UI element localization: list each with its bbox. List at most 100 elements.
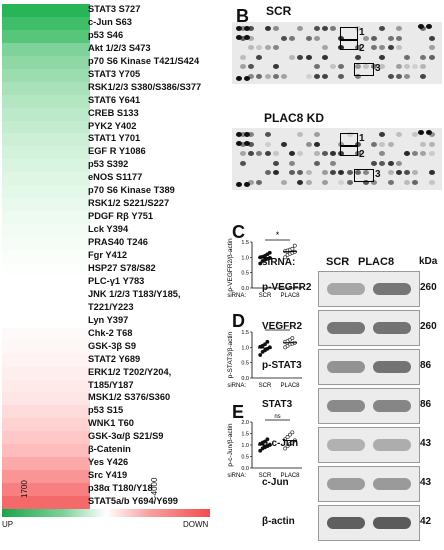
blot-label: p-VEGFR2: [262, 282, 312, 293]
heatmap-cell: [2, 68, 90, 82]
blot-label: β-actin: [262, 516, 295, 527]
array-spot: [322, 54, 328, 60]
array-spot: [395, 35, 402, 41]
array-spot: [379, 45, 386, 50]
array-spot: [272, 26, 279, 31]
array-bottom-label: PLAC8 KD: [264, 111, 325, 125]
panel-label-e: E: [232, 402, 245, 422]
heatmap-row-label: STAT5a/b Y694/Y699: [88, 496, 178, 507]
heatmap-row: STAT1 Y701: [2, 133, 242, 147]
heatmap-cell: [2, 496, 90, 509]
data-point: [290, 440, 295, 445]
heatmap-row-label: p70 S6 Kinase T421/S424: [88, 55, 200, 66]
panel-label-b: B: [236, 6, 249, 26]
highlight-box-label: 2: [359, 149, 365, 160]
heatmap-row: Lyn Y397: [2, 314, 242, 328]
x-axis-label: siRNA:: [227, 383, 246, 389]
array-spot: [322, 26, 328, 31]
array-spot: [297, 151, 304, 156]
array-spot: [264, 141, 271, 147]
data-point: [290, 430, 295, 435]
array-spot: [264, 151, 271, 156]
heatmap-cell: [2, 483, 90, 497]
heatmap-row-label: T221/Y223: [88, 301, 134, 312]
x-axis-label: siRNA:: [227, 293, 246, 299]
heatmap-row-label: PLC-γ1 Y783: [88, 275, 145, 286]
array-spot: [289, 160, 296, 166]
array-spot: [240, 132, 246, 137]
y-tick-label: 2.0: [241, 420, 249, 426]
highlight-box-label: 3: [375, 63, 381, 74]
array-spot: [248, 73, 255, 79]
array-spot: [240, 54, 246, 60]
reference-spot: [244, 26, 250, 31]
array-spot: [363, 179, 369, 185]
highlight-box-label: 1: [359, 27, 365, 38]
array-spot: [305, 179, 312, 185]
category-label: PLAC8: [280, 293, 300, 299]
y-tick-label: 0.5: [241, 271, 249, 277]
array-spot: [379, 54, 386, 60]
reference-spot: [244, 182, 250, 187]
array-spot: [354, 170, 361, 175]
heatmap-cell: [2, 120, 90, 134]
array-spot: [395, 45, 402, 50]
heatmap-row: p70 S6 Kinase T389: [2, 185, 242, 199]
array-spot: [371, 64, 378, 69]
array-spot: [313, 160, 320, 166]
array-spot: [404, 151, 410, 156]
blot-band: [327, 322, 365, 334]
heatmap-row-label: GSK-3α/β S21/S9: [88, 431, 164, 442]
heatmap-row-label: Akt 1/2/3 S473: [88, 42, 151, 53]
array-spot: [428, 45, 435, 50]
array-spot: [264, 26, 271, 31]
panel-label-d: D: [232, 311, 245, 331]
array-spot: [322, 170, 328, 175]
heatmap-cell: [2, 133, 90, 147]
reference-spot: [418, 130, 424, 135]
heatmap-row-label: Yes Y426: [88, 457, 129, 468]
array-spot: [240, 151, 246, 156]
heatmap-cell: [2, 146, 90, 160]
array-spot: [354, 64, 361, 69]
heatmap-row-label: p53 S15: [88, 405, 124, 416]
heatmap-row-label: PYK2 Y402: [88, 120, 137, 131]
heatmap-cell: [2, 172, 90, 186]
array-spot: [379, 160, 386, 166]
array-spot: [297, 26, 304, 31]
highlight-box: [340, 145, 358, 156]
category-label: SCR: [259, 473, 272, 479]
array-spot: [395, 64, 402, 69]
heatmap-row: GSK-3α/β S21/S9: [2, 431, 242, 445]
category-label: SCR: [259, 383, 272, 389]
blot-kda: 86: [420, 360, 432, 371]
heatmap-row: JNK 1/2/3 T183/Y185,: [2, 288, 242, 302]
data-point: [283, 255, 288, 260]
array-spot: [289, 54, 296, 60]
heatmap-cell: [2, 224, 90, 238]
array-spot: [379, 26, 386, 31]
array-spot: [256, 45, 263, 50]
heatmap-row: ERK1/2 T202/Y204,: [2, 366, 242, 380]
array-spot: [379, 132, 386, 137]
y-tick-label: 1.5: [241, 432, 249, 438]
highlight-box: [340, 133, 358, 147]
array-spot: [248, 132, 255, 137]
blot-image: [318, 427, 420, 463]
heatmap-row-label: c-Jun S63: [88, 16, 132, 27]
array-spot: [346, 170, 353, 175]
heatmap-row: GSK-3β S9: [2, 340, 242, 354]
highlight-box-label: 2: [359, 43, 365, 54]
highlight-box: [354, 63, 374, 76]
array-spot: [404, 54, 410, 60]
array-spot: [272, 64, 279, 69]
blot-band: [373, 478, 411, 490]
array-spot: [305, 54, 312, 60]
array-spot: [387, 170, 394, 175]
heatmap-cell: [2, 418, 90, 432]
reference-spot: [236, 182, 242, 187]
array-spot: [297, 179, 304, 185]
blot-label: c-Jun: [262, 477, 289, 488]
heatmap-row: STAT6 Y641: [2, 94, 242, 108]
heatmap-cell: [2, 262, 90, 276]
